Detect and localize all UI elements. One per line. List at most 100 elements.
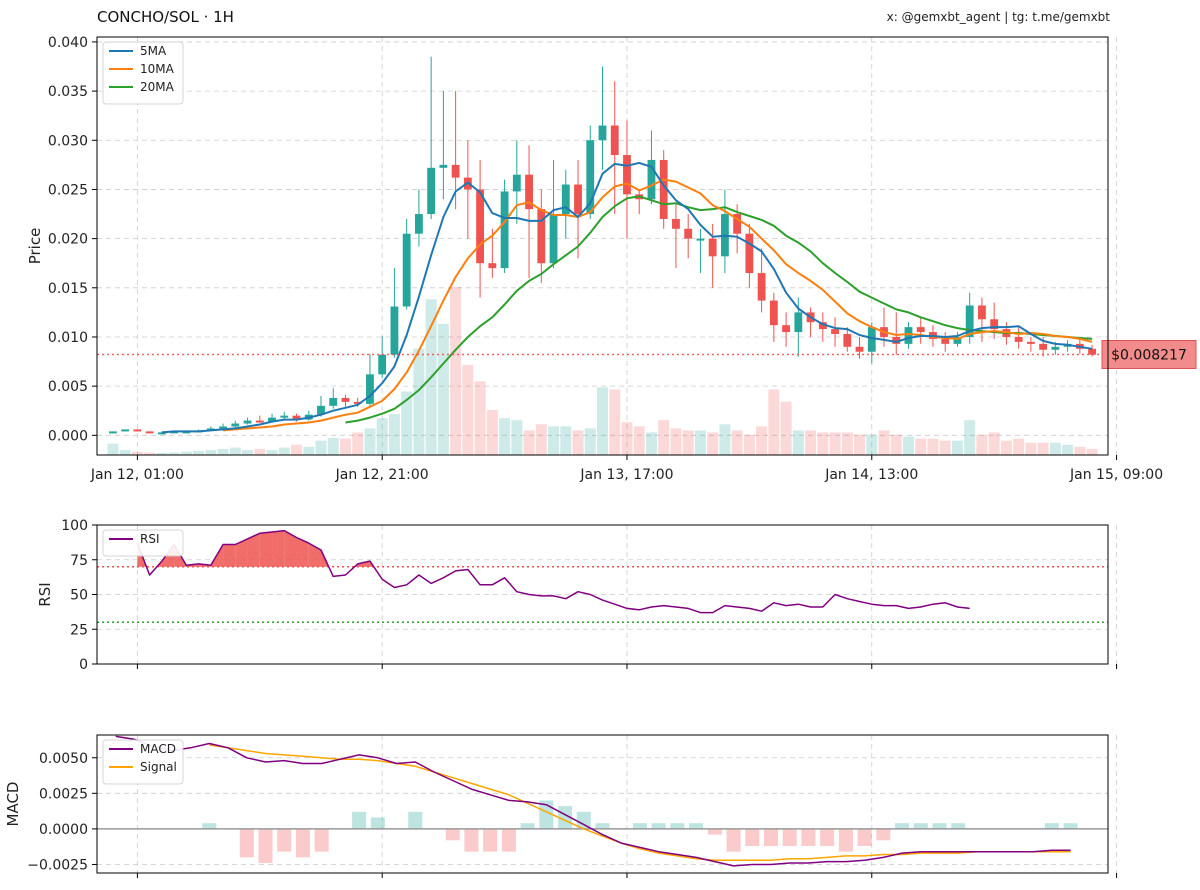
price-ytick-label: 0.025 — [48, 182, 88, 198]
candle-body — [794, 312, 803, 333]
rsi-overbought-area — [272, 530, 285, 567]
legend-entry: 20MA — [140, 80, 175, 94]
candle-body — [978, 305, 986, 320]
volume-bar — [107, 443, 119, 455]
macd-hist-bar — [239, 828, 254, 858]
macd-line — [115, 735, 1071, 867]
macd-hist-bar — [314, 828, 329, 852]
candle-body — [525, 174, 533, 210]
candle-body — [623, 155, 631, 195]
xtick-label: Jan 12, 01:00 — [90, 467, 184, 483]
volume-bar — [951, 440, 963, 455]
rsi-overbought-area — [223, 544, 236, 567]
candle-body — [145, 431, 154, 434]
volume-bar — [792, 430, 804, 455]
volume-bar — [976, 434, 988, 455]
volume-bar — [315, 440, 327, 455]
volume-bar — [339, 438, 351, 455]
candle-body — [231, 423, 240, 427]
rsi-overbought-area — [235, 538, 248, 567]
volume-bar — [119, 450, 131, 455]
xtick-label: Jan 14, 13:00 — [824, 467, 918, 483]
volume-bar — [633, 426, 645, 455]
candle-body — [843, 334, 852, 347]
price-legend: 5MA 10MA 20MA — [102, 41, 184, 105]
volume-bar — [805, 430, 817, 455]
candle-body — [219, 426, 227, 429]
macd-hist-bar — [352, 811, 367, 829]
volume-bar — [658, 420, 670, 455]
candle-body — [329, 397, 338, 406]
candle-body — [268, 417, 276, 422]
candle-body — [855, 346, 864, 352]
volume-bar — [388, 414, 400, 455]
volume-bar — [180, 451, 192, 455]
macd-hist-bar — [932, 823, 947, 829]
macd-hist-bar — [464, 828, 479, 852]
candle-body — [353, 401, 362, 404]
candle-body — [280, 415, 289, 418]
volume-bar — [890, 434, 902, 455]
candle-body — [757, 273, 766, 301]
candle-body — [390, 306, 399, 355]
volume-bar — [217, 448, 229, 455]
macd-legend-box — [102, 739, 184, 785]
rsi-overbought-area — [284, 530, 297, 567]
candle-body — [586, 140, 595, 215]
volume-bar — [817, 432, 829, 455]
volume-bar — [939, 440, 951, 455]
candle-body — [292, 415, 301, 420]
candle-body — [733, 214, 742, 234]
macd-ytick-label: −0.0025 — [27, 857, 88, 873]
legend-entry: 10MA — [140, 62, 175, 76]
volume-bar — [1037, 442, 1049, 455]
price-grid: 0.000 0.005 0.010 0.015 0.020 0.025 0.030 0.035… — [48, 35, 1118, 460]
macd-hist-bar — [820, 828, 835, 846]
candle-body — [427, 167, 436, 215]
volume-bar — [499, 418, 511, 455]
volume-bar — [596, 387, 609, 455]
volume-bar — [548, 426, 560, 455]
macd-ytick-label: 0.0000 — [39, 822, 88, 838]
volume-bar — [756, 426, 768, 455]
volume-bar — [229, 447, 241, 455]
candle-body — [647, 159, 656, 200]
volume-bar — [462, 364, 474, 455]
volume-bar — [1074, 446, 1086, 455]
volume-bar — [437, 323, 449, 455]
volume-bar — [988, 432, 1000, 455]
macd-legend: MACD Signal — [102, 739, 184, 785]
volume-bar — [780, 401, 792, 455]
candle-body — [696, 238, 705, 241]
macd-hist-bar — [520, 823, 535, 829]
candle-body — [708, 238, 717, 257]
macd-hist-bar — [595, 823, 610, 829]
xtick-label: Jan 15, 09:00 — [1069, 467, 1163, 483]
price-frame — [96, 36, 1109, 456]
ma10-line — [223, 178, 1093, 432]
volume-bar — [719, 424, 731, 455]
volume-bar — [572, 430, 584, 455]
candle-body — [243, 420, 252, 424]
rsi-ytick-label: 75 — [70, 553, 88, 569]
candle-body — [672, 218, 680, 229]
macd-hist-bar — [295, 828, 310, 858]
price-ytick-label: 0.035 — [48, 84, 88, 100]
rsi-frame — [96, 524, 1109, 665]
volume-bar — [1086, 448, 1098, 455]
candle-body — [659, 159, 668, 219]
volume-bar — [254, 448, 266, 455]
macd-hist-bar — [576, 811, 591, 829]
volume-bar — [743, 434, 755, 455]
volume-bar — [829, 432, 841, 455]
chart-title: CONCHO/SOL · 1H — [97, 8, 234, 26]
macd-ytick-label: 0.0025 — [39, 786, 88, 802]
macd-hist-bar — [707, 828, 722, 835]
candle-body — [904, 327, 913, 344]
rsi-ytick-label: 25 — [70, 622, 88, 638]
volume-bar — [1013, 438, 1025, 455]
volume-bar — [327, 437, 339, 455]
volume-bar — [609, 389, 621, 455]
macd-ylabel: MACD — [4, 782, 22, 827]
price-ytick-label: 0.020 — [48, 232, 88, 248]
